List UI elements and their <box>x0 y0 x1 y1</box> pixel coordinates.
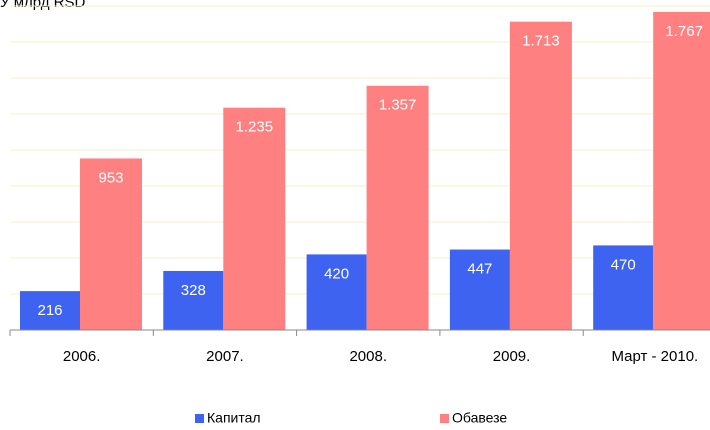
legend-swatch <box>195 414 204 423</box>
legend-label: Обавезе <box>452 410 507 426</box>
value-label: 1.235 <box>236 119 274 136</box>
x-tick-label: Март - 2010. <box>611 348 698 365</box>
bar <box>20 291 80 330</box>
value-label: 1.357 <box>379 97 417 114</box>
value-label: 953 <box>98 169 123 186</box>
bar <box>80 158 142 330</box>
legend-swatch <box>440 414 449 423</box>
value-label: 420 <box>324 265 349 282</box>
value-label: 1.767 <box>665 23 703 40</box>
x-tick-label: 2006. <box>63 348 101 365</box>
bar <box>306 254 367 330</box>
value-label: 470 <box>611 256 636 273</box>
bar <box>163 270 224 330</box>
chart-title: У млрд RSD <box>0 0 86 11</box>
legend-label: Капитал <box>207 410 261 426</box>
x-tick-label: 2009. <box>493 348 531 365</box>
bar <box>366 85 429 331</box>
value-label: 447 <box>467 261 492 278</box>
bar <box>223 107 286 330</box>
value-label: 216 <box>37 302 62 319</box>
bar <box>593 245 654 330</box>
bar <box>509 21 572 330</box>
value-label: 1.713 <box>522 33 560 50</box>
x-tick-label: 2007. <box>206 348 244 365</box>
bar <box>653 11 710 330</box>
x-tick-label: 2008. <box>349 348 387 365</box>
value-label: 328 <box>181 282 206 299</box>
bar <box>449 249 510 330</box>
